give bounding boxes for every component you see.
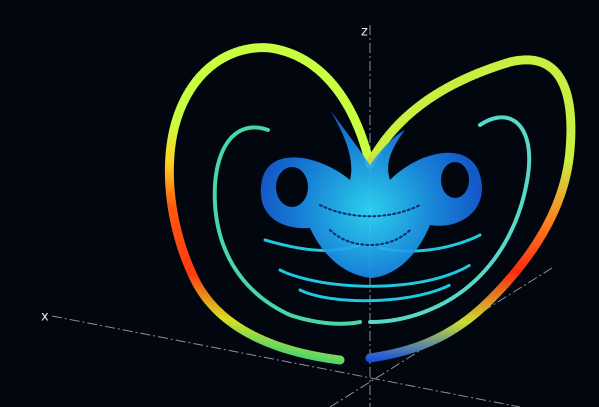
- core-hole: [276, 167, 308, 207]
- attractor-band: [263, 233, 482, 303]
- attractor-core: [260, 110, 482, 278]
- attractor-band: [365, 55, 576, 363]
- x-axis-line: [51, 315, 521, 407]
- core-hole: [441, 162, 469, 198]
- z-axis-label: z: [361, 25, 368, 40]
- point-cloud: [164, 43, 576, 365]
- attractor-band: [164, 43, 375, 365]
- x-axis-label: x: [41, 310, 49, 325]
- attractor-band: [212, 125, 362, 326]
- attractor-band: [368, 115, 532, 324]
- core-texture: [319, 204, 421, 246]
